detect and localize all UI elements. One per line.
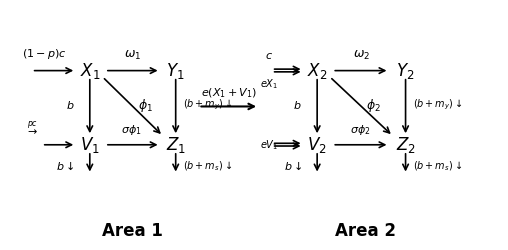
Text: $(1-p)c$: $(1-p)c$: [22, 47, 66, 61]
Text: $(b+m_s)\downarrow$: $(b+m_s)\downarrow$: [183, 159, 233, 172]
Text: $eX_1$: $eX_1$: [260, 77, 278, 90]
Text: $Y_2$: $Y_2$: [396, 60, 415, 80]
Text: Area 1: Area 1: [102, 222, 163, 240]
Text: $b$: $b$: [66, 99, 75, 111]
Text: $\sigma\phi_2$: $\sigma\phi_2$: [350, 123, 370, 137]
Text: $\overset{pc}{\rightarrow}$: $\overset{pc}{\rightarrow}$: [25, 120, 38, 137]
Text: $eV_1$: $eV_1$: [260, 138, 278, 152]
Text: $b$: $b$: [294, 99, 302, 111]
Text: $(b+m_y)\downarrow$: $(b+m_y)\downarrow$: [413, 98, 463, 112]
Text: $Y_1$: $Y_1$: [167, 60, 185, 80]
Text: $\sigma\phi_1$: $\sigma\phi_1$: [121, 123, 142, 137]
Text: $X_2$: $X_2$: [307, 60, 327, 80]
Text: $Z_2$: $Z_2$: [396, 135, 416, 155]
Text: $(b+m_y)\downarrow$: $(b+m_y)\downarrow$: [183, 98, 233, 112]
Text: $c$: $c$: [265, 51, 273, 61]
Text: Area 2: Area 2: [335, 222, 396, 240]
Text: $e(X_1+V_1)$: $e(X_1+V_1)$: [201, 87, 257, 100]
Text: $\omega_2$: $\omega_2$: [353, 49, 370, 62]
Text: $\phi_2$: $\phi_2$: [366, 97, 381, 114]
Text: $\phi_1$: $\phi_1$: [138, 97, 153, 114]
Text: $\omega_1$: $\omega_1$: [124, 49, 141, 62]
Text: $V_1$: $V_1$: [80, 135, 100, 155]
Text: $(b+m_s)\downarrow$: $(b+m_s)\downarrow$: [413, 159, 462, 172]
Text: $V_2$: $V_2$: [307, 135, 327, 155]
Text: $X_1$: $X_1$: [80, 60, 100, 80]
Text: $Z_1$: $Z_1$: [166, 135, 186, 155]
Text: $b\downarrow$: $b\downarrow$: [56, 160, 75, 172]
Text: $b\downarrow$: $b\downarrow$: [284, 160, 302, 172]
